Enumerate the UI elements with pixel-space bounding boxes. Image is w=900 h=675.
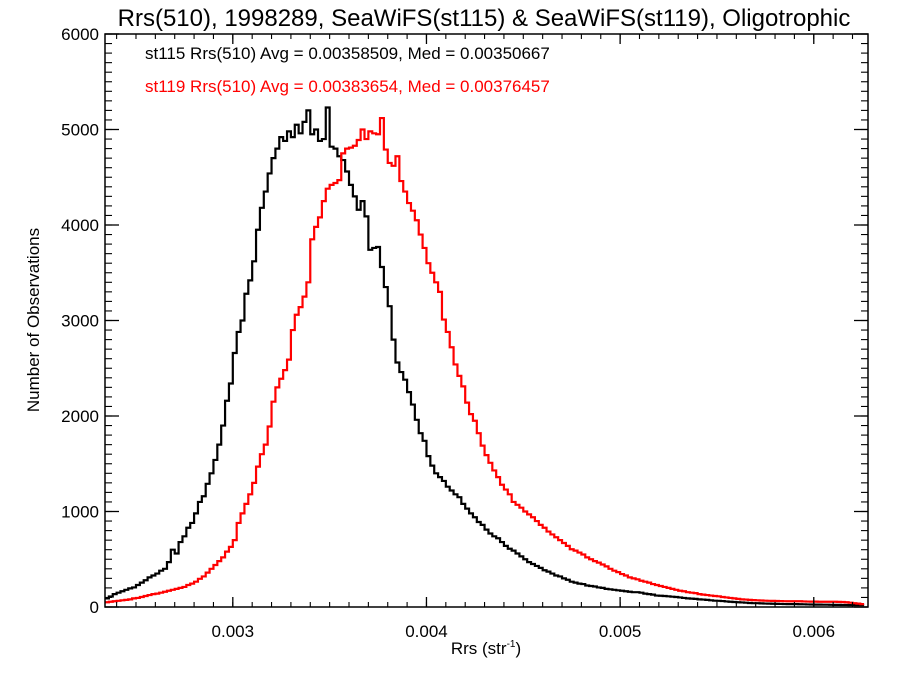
y-axis-label: Number of Observations <box>24 228 43 412</box>
histogram-line-st115 <box>105 106 865 607</box>
plot-area <box>104 33 869 608</box>
x-axis-label-main: Rrs (str <box>451 639 507 658</box>
x-tick-label: 0.004 <box>405 622 448 641</box>
y-tick-label: 3000 <box>61 312 99 331</box>
x-axis-label-superscript: -1 <box>507 639 516 650</box>
histogram-line-st119 <box>105 116 865 606</box>
series-st115 <box>105 106 865 607</box>
ticks-layer <box>105 33 868 608</box>
legend-annotation-st115: st115 Rrs(510) Avg = 0.00358509, Med = 0… <box>145 44 550 63</box>
series-layer <box>105 106 865 607</box>
y-tick-labels: 0 1000 2000 3000 4000 5000 6000 <box>61 25 99 617</box>
y-tick-label: 4000 <box>61 216 99 235</box>
y-tick-label: 2000 <box>61 407 99 426</box>
y-tick-label: 5000 <box>61 121 99 140</box>
y-tick-label: 6000 <box>61 25 99 44</box>
x-tick-label: 0.005 <box>599 622 642 641</box>
x-tick-label: 0.006 <box>793 622 836 641</box>
y-tick-label: 1000 <box>61 503 99 522</box>
x-tick-label: 0.003 <box>212 622 255 641</box>
y-tick-label: 0 <box>90 598 99 617</box>
plot-frame <box>104 33 869 608</box>
legend-annotation-st119: st119 Rrs(510) Avg = 0.00383654, Med = 0… <box>145 77 550 96</box>
x-axis-label-suffix: ) <box>515 639 521 658</box>
x-axis-label: Rrs (str-1) <box>451 639 521 658</box>
chart-title: Rrs(510), 1998289, SeaWiFS(st115) & SeaW… <box>118 5 851 32</box>
x-tick-labels: 0.003 0.004 0.005 0.006 <box>212 622 836 641</box>
series-st119 <box>105 116 865 606</box>
